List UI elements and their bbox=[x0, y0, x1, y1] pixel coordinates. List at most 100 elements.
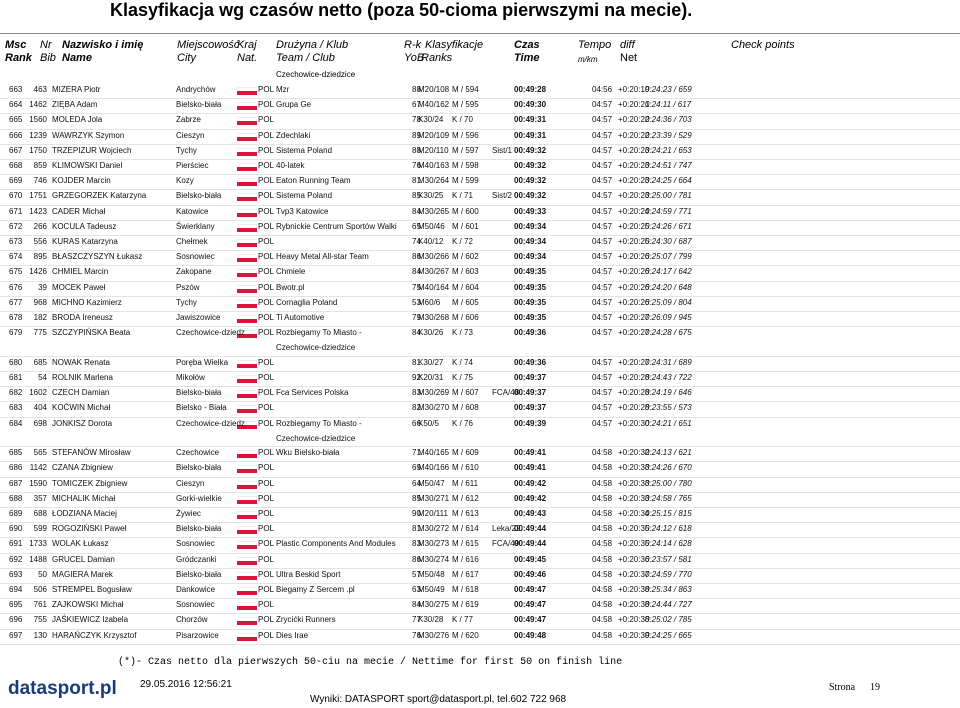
column-header: Ranks bbox=[421, 52, 453, 64]
name: TRZEPIZUR Wojciech bbox=[52, 145, 132, 155]
yob: 81 bbox=[412, 176, 421, 186]
nat: POL bbox=[258, 130, 275, 140]
nat: POL bbox=[258, 221, 275, 231]
nat: POL bbox=[258, 509, 275, 518]
bib: 130 bbox=[33, 630, 47, 640]
yob: 66 bbox=[412, 418, 421, 428]
team-line2: Czechowice-dziedzice bbox=[276, 343, 356, 353]
pace: 04:57 bbox=[592, 313, 613, 322]
name: SZCZYPIŃSKA Beata bbox=[52, 328, 131, 338]
gender-rank: M / 616 bbox=[452, 554, 479, 564]
gender-rank: K / 76 bbox=[452, 418, 473, 428]
rank: 692 bbox=[9, 554, 23, 564]
time: 00:49:34 bbox=[514, 221, 547, 231]
net: 0:24:59 / 770 bbox=[645, 569, 692, 579]
name: BŁASZCZYSZYN Łukasz bbox=[52, 252, 143, 262]
pace: 04:57 bbox=[592, 176, 613, 186]
diff: +0:20:25 bbox=[618, 221, 650, 231]
flag-icon bbox=[237, 602, 257, 611]
bib: 1142 bbox=[29, 463, 47, 473]
city: Sosnowiec bbox=[176, 539, 215, 549]
diff: +0:20:26 bbox=[618, 252, 650, 262]
diff: +0:20:30 bbox=[618, 418, 650, 428]
yob: 83 bbox=[412, 388, 421, 398]
print-date: 29.05.2016 12:56:21 bbox=[140, 679, 232, 690]
city: Tychy bbox=[176, 297, 197, 307]
result-row: 676 39 MOCEK Paweł Pszów POL Bwotr.pl 75 M40/16… bbox=[0, 281, 960, 297]
rank: 694 bbox=[9, 585, 23, 594]
city: Katowice bbox=[176, 206, 209, 216]
rank: 693 bbox=[9, 569, 23, 579]
result-row: 682 1602 CZECH Damian Bielsko-biała POL Fca S… bbox=[0, 386, 960, 403]
rank: 668 bbox=[9, 161, 23, 170]
time: 00:49:31 bbox=[514, 130, 547, 140]
rank: 686 bbox=[9, 463, 23, 473]
flag-icon bbox=[237, 359, 257, 368]
team: Sistema Poland bbox=[276, 191, 333, 201]
city: Kozy bbox=[176, 176, 194, 186]
nat: POL bbox=[258, 252, 275, 262]
gender-rank: K / 71 bbox=[452, 191, 473, 201]
team: Zdechlaki bbox=[276, 130, 311, 140]
gender-rank: M / 601 bbox=[452, 221, 479, 231]
flag-icon bbox=[237, 193, 257, 202]
team: Fca Services Polska bbox=[276, 388, 349, 398]
gender-rank: M / 612 bbox=[452, 493, 479, 503]
category: M50/49 bbox=[418, 585, 445, 594]
pace: 04:58 bbox=[592, 630, 613, 640]
category: M30/268 bbox=[418, 313, 450, 322]
yob: 78 bbox=[412, 115, 421, 125]
team: Heavy Metal All-star Team bbox=[276, 252, 369, 262]
name: GRUCEL Damian bbox=[52, 554, 115, 564]
flag-icon bbox=[237, 239, 257, 247]
name: KLIMOWSKI Daniel bbox=[52, 161, 123, 170]
name: ŁODZIANA Maciej bbox=[52, 509, 117, 518]
rank: 665 bbox=[9, 115, 23, 125]
yob: 85 bbox=[412, 191, 421, 201]
pace: 04:57 bbox=[592, 145, 613, 155]
city: Bielsko - Biała bbox=[176, 403, 227, 413]
club: FCA/49 bbox=[492, 539, 520, 549]
contact: Wyniki: DATASPORT sport@datasport.pl, te… bbox=[310, 694, 567, 705]
yob: 84 bbox=[412, 267, 421, 277]
diff: +0:20:26 bbox=[618, 267, 650, 277]
column-header: Name bbox=[62, 52, 92, 64]
pace: 04:58 bbox=[592, 463, 613, 473]
city: Gródczanki bbox=[176, 554, 217, 564]
name: MOCEK Paweł bbox=[52, 282, 106, 292]
time: 00:49:42 bbox=[514, 478, 547, 488]
name: KOCULA Tadeusz bbox=[52, 221, 117, 231]
nat: POL bbox=[258, 313, 275, 322]
time: 00:49:32 bbox=[514, 161, 547, 170]
diff: +0:20:37 bbox=[618, 569, 650, 579]
result-row: 677 968 MICHNO Kazimierz Tychy POL Cornaglia … bbox=[0, 296, 960, 312]
nat: POL bbox=[258, 115, 275, 125]
net: 0:23:57 / 581 bbox=[645, 554, 692, 564]
name: ROGOZIŃSKI Paweł bbox=[52, 524, 127, 534]
name: MICHNO Kazimierz bbox=[52, 297, 122, 307]
name: STREMPEL Bogusław bbox=[52, 585, 132, 594]
nat: POL bbox=[258, 463, 275, 473]
category: M30/269 bbox=[418, 388, 450, 398]
gender-rank: M / 605 bbox=[452, 297, 479, 307]
rank: 663 bbox=[9, 85, 23, 94]
diff: +0:20:34 bbox=[618, 509, 650, 518]
column-header: Nr bbox=[40, 39, 52, 51]
nat: POL bbox=[258, 357, 275, 367]
flag-icon bbox=[237, 450, 257, 459]
diff: +0:20:32 bbox=[618, 448, 650, 458]
nat: POL bbox=[258, 282, 275, 292]
time: 00:49:32 bbox=[514, 176, 547, 186]
diff: +0:20:27 bbox=[618, 313, 650, 322]
category: M30/272 bbox=[418, 524, 450, 534]
team: 40-latek bbox=[276, 161, 305, 170]
flag-icon bbox=[237, 420, 257, 429]
rank: 684 bbox=[9, 418, 23, 428]
flag-icon bbox=[237, 102, 257, 111]
pace: 04:58 bbox=[592, 569, 613, 579]
nat: POL bbox=[258, 418, 275, 428]
bib: 463 bbox=[33, 85, 47, 94]
rank: 667 bbox=[9, 145, 23, 155]
result-row: 694 506 STREMPEL Bogusław Dankowice POL Biega… bbox=[0, 583, 960, 600]
bib: 1426 bbox=[29, 267, 47, 277]
